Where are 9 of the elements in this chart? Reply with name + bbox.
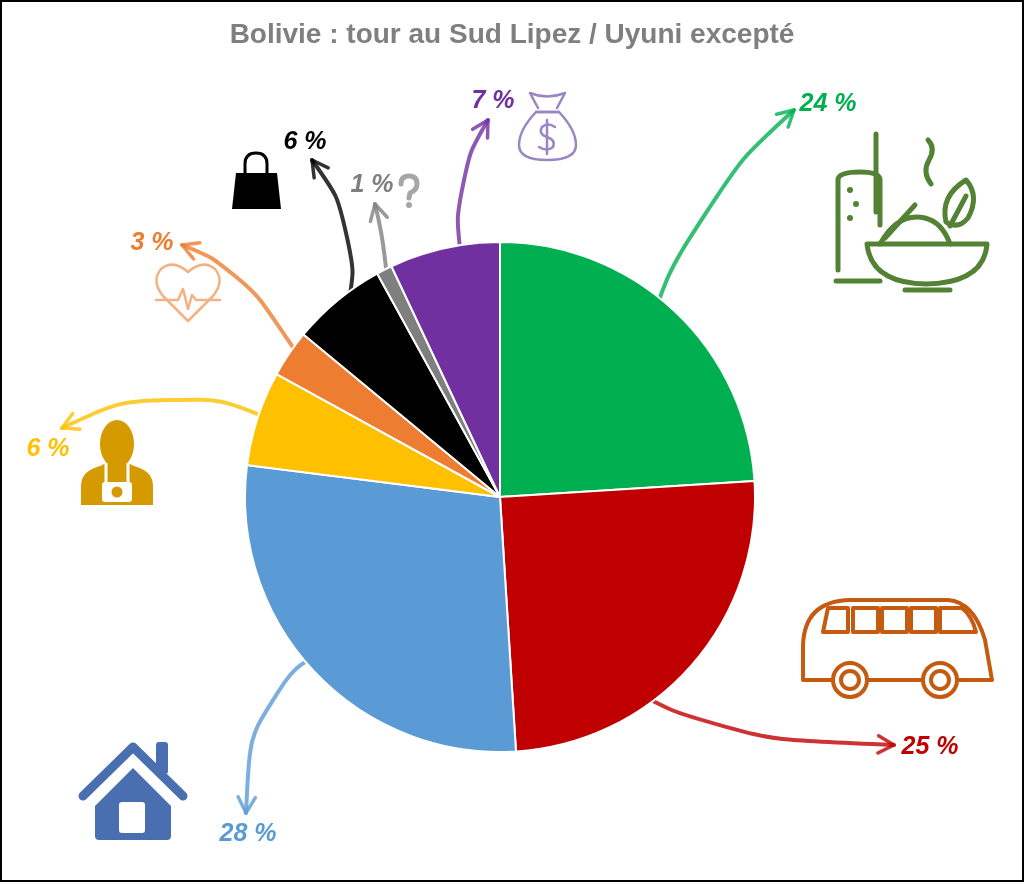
data-label: 1 % xyxy=(350,169,394,197)
data-label: 3 % xyxy=(130,227,174,255)
chart-title: Bolivie : tour au Sud Lipez / Uyuni excepté xyxy=(229,17,795,49)
data-label: 6 % xyxy=(283,126,327,154)
data-label: 6 % xyxy=(26,433,70,461)
data-label: 7 % xyxy=(471,85,515,113)
data-label: 24 % xyxy=(798,88,857,116)
data-label: 25 % xyxy=(900,731,959,759)
data-label: 28 % xyxy=(218,818,277,846)
